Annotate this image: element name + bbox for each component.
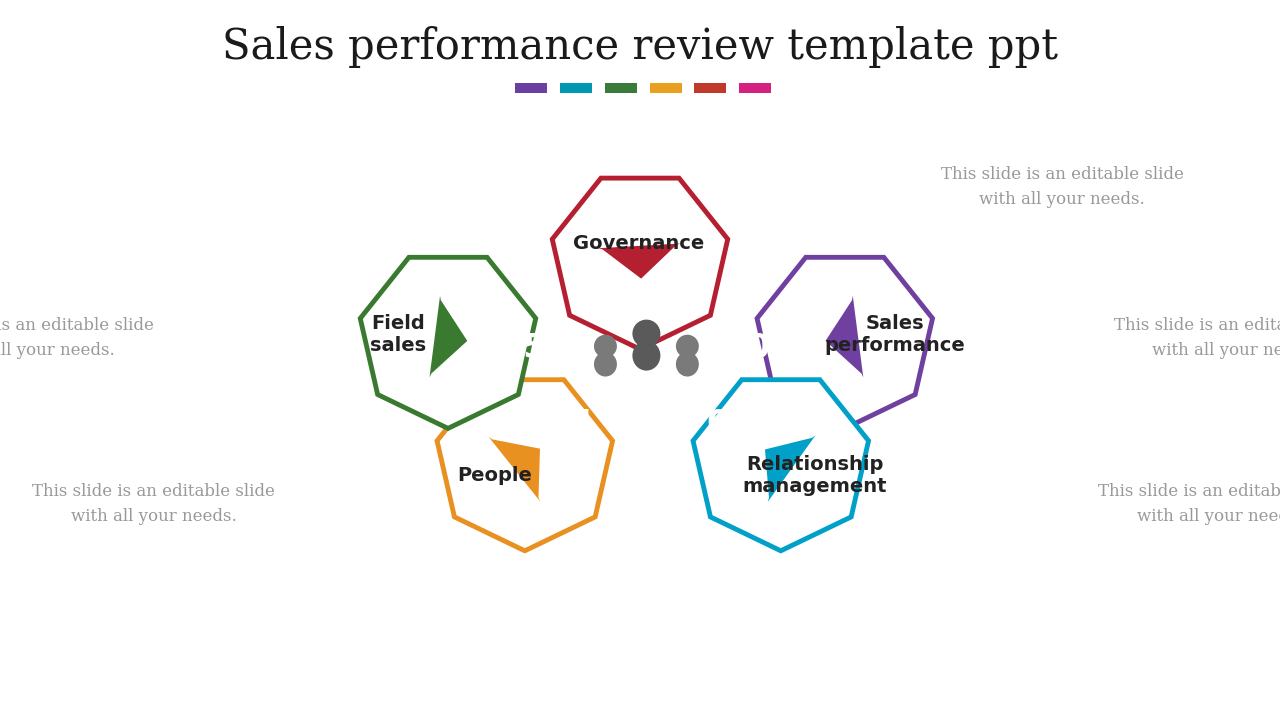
Text: This slide is an editable slide
with all your needs.: This slide is an editable slide with all… bbox=[1098, 483, 1280, 525]
Bar bbox=[561, 83, 591, 93]
Polygon shape bbox=[826, 296, 863, 377]
Polygon shape bbox=[765, 435, 815, 502]
Polygon shape bbox=[756, 257, 933, 428]
Text: 04: 04 bbox=[548, 408, 594, 441]
Text: 05: 05 bbox=[500, 332, 547, 364]
Text: This slide is an editable slide
with all your needs.: This slide is an editable slide with all… bbox=[1114, 318, 1280, 359]
Text: This slide is an editable slide
with all your needs.: This slide is an editable slide with all… bbox=[0, 318, 154, 359]
Polygon shape bbox=[598, 243, 680, 279]
Polygon shape bbox=[436, 379, 613, 551]
Bar bbox=[604, 83, 637, 93]
Ellipse shape bbox=[594, 335, 617, 358]
Text: People: People bbox=[457, 466, 532, 485]
Text: This slide is an editable slide
with all your needs.: This slide is an editable slide with all… bbox=[32, 483, 275, 525]
Bar bbox=[695, 83, 727, 93]
Bar bbox=[740, 83, 771, 93]
Polygon shape bbox=[360, 257, 536, 428]
Ellipse shape bbox=[676, 352, 699, 377]
Ellipse shape bbox=[632, 320, 660, 348]
Polygon shape bbox=[692, 379, 869, 551]
Polygon shape bbox=[430, 296, 467, 377]
Text: 01: 01 bbox=[620, 282, 666, 315]
Text: Sales performance review template ppt: Sales performance review template ppt bbox=[221, 26, 1059, 68]
Polygon shape bbox=[552, 178, 728, 349]
Text: Field
sales: Field sales bbox=[370, 314, 426, 355]
Text: This slide is an editable slide
with all your needs.: This slide is an editable slide with all… bbox=[941, 166, 1184, 208]
Text: 02: 02 bbox=[746, 332, 792, 364]
Ellipse shape bbox=[594, 352, 617, 377]
Text: Relationship
management: Relationship management bbox=[742, 455, 887, 496]
Bar bbox=[515, 83, 548, 93]
Text: 03: 03 bbox=[707, 408, 753, 441]
Text: Sales
performance: Sales performance bbox=[824, 314, 965, 355]
Polygon shape bbox=[489, 437, 540, 501]
Ellipse shape bbox=[676, 335, 699, 358]
Ellipse shape bbox=[632, 341, 660, 371]
Text: Governance: Governance bbox=[573, 234, 704, 253]
Bar bbox=[650, 83, 682, 93]
